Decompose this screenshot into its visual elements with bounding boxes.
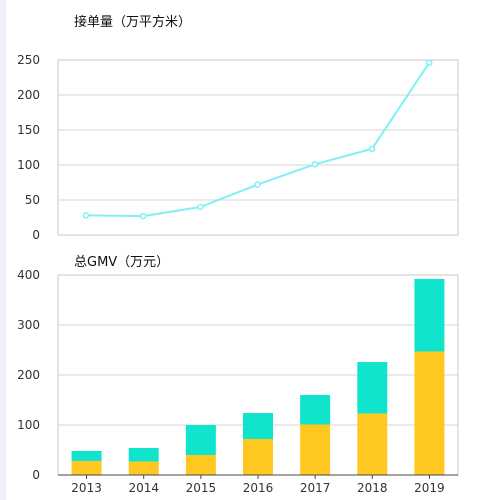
line-chart-plot-frame xyxy=(57,59,459,236)
line-chart-grid xyxy=(58,59,458,236)
line-chart-y-ticks: 0 50 100 150 200 250 xyxy=(17,53,40,242)
line-y-tick-label: 50 xyxy=(25,193,40,207)
x-tick-label: 2016 xyxy=(243,481,274,495)
line-y-tick-label: 0 xyxy=(32,228,40,242)
bar-chart-x-ticks: 2013 2014 2015 2016 2017 2018 2019 xyxy=(71,475,445,495)
line-y-tick-label: 200 xyxy=(17,88,40,102)
x-tick-label: 2018 xyxy=(357,481,388,495)
bar-bottom-segment xyxy=(357,413,388,475)
line-series xyxy=(85,62,431,218)
bar-chart-grid xyxy=(58,274,458,426)
x-tick-label: 2014 xyxy=(128,481,159,495)
bar-top-segment xyxy=(243,413,273,439)
bar-bottom-segment xyxy=(414,351,445,475)
bar-top-segment xyxy=(357,362,388,414)
line-point xyxy=(425,59,433,67)
bar-top-segment xyxy=(185,425,216,455)
left-edge-strip xyxy=(0,0,6,500)
bar-bottom-segment xyxy=(71,461,102,475)
x-tick-label: 2013 xyxy=(71,481,102,495)
line-point xyxy=(368,145,376,153)
line-chart-title: 接单量（万平方米） xyxy=(74,14,191,30)
bars xyxy=(71,279,445,475)
bar-top-segment xyxy=(414,279,445,352)
line-point xyxy=(197,203,204,211)
line-point xyxy=(139,212,147,220)
x-tick-label: 2017 xyxy=(300,481,331,495)
bar-chart-title: 总GMV（万元） xyxy=(74,255,169,270)
bar-bottom-segment xyxy=(128,461,159,475)
line-y-tick-label: 150 xyxy=(17,123,40,137)
bar-bottom-segment xyxy=(300,424,331,475)
bar-chart-y-ticks: 0 100 200 300 400 xyxy=(17,268,40,482)
bar-y-tick-label: 200 xyxy=(17,368,40,382)
x-tick-label: 2019 xyxy=(414,481,445,495)
x-tick-label: 2015 xyxy=(186,481,217,495)
line-point xyxy=(254,181,261,188)
line-y-tick-label: 100 xyxy=(17,158,40,172)
bar-top-segment xyxy=(71,451,102,461)
bar-bottom-segment xyxy=(185,455,216,475)
line-point xyxy=(82,212,90,219)
bar-y-tick-label: 100 xyxy=(17,418,40,432)
bar-y-tick-label: 0 xyxy=(32,468,40,482)
line-chart: 接单量（万平方米） 0 50 100 150 200 250 xyxy=(17,14,459,242)
line-y-tick-label: 250 xyxy=(17,53,40,67)
bar-top-segment xyxy=(300,395,331,425)
bar-top-segment xyxy=(128,448,159,462)
bar-bottom-segment xyxy=(243,439,273,475)
line-points xyxy=(82,59,433,220)
line-point xyxy=(311,161,319,168)
bar-y-tick-label: 400 xyxy=(17,268,40,282)
bar-y-tick-label: 300 xyxy=(17,318,40,332)
